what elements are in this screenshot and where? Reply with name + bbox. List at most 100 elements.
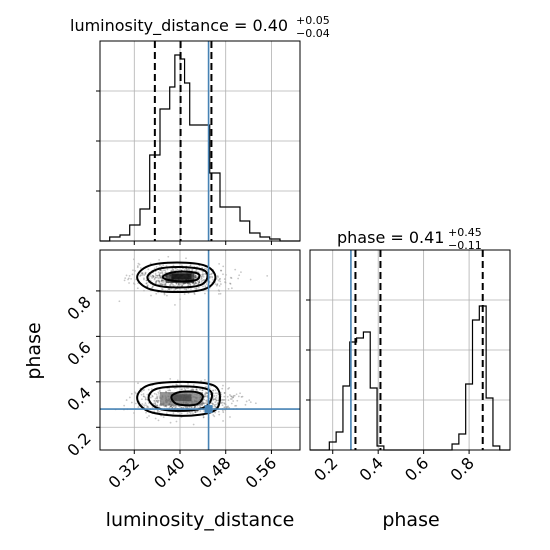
sample-point bbox=[136, 266, 139, 269]
sample-point bbox=[214, 403, 217, 406]
sample-point bbox=[200, 278, 203, 281]
sample-point bbox=[195, 389, 198, 391]
sample-point bbox=[169, 421, 172, 424]
sample-point bbox=[229, 282, 232, 285]
sample-point bbox=[159, 277, 162, 280]
sample-point bbox=[205, 283, 208, 285]
sample-point bbox=[215, 399, 218, 402]
sample-point bbox=[169, 405, 172, 408]
sample-point bbox=[218, 262, 221, 265]
sample-point bbox=[165, 412, 168, 415]
sample-point bbox=[172, 412, 175, 414]
sample-point bbox=[204, 273, 207, 275]
sample-point bbox=[199, 410, 202, 412]
sample-point bbox=[202, 274, 205, 276]
sample-point bbox=[209, 276, 211, 278]
sample-point bbox=[204, 272, 207, 275]
sample-point bbox=[187, 292, 190, 295]
sample-point bbox=[156, 397, 159, 400]
sample-point bbox=[202, 416, 205, 419]
sample-point bbox=[239, 392, 241, 395]
sample-point bbox=[146, 285, 149, 288]
sample-point bbox=[166, 294, 168, 297]
sample-point bbox=[151, 406, 154, 409]
sample-point bbox=[162, 264, 165, 267]
sample-point bbox=[163, 279, 165, 282]
sample-point bbox=[154, 417, 157, 420]
sample-point bbox=[201, 273, 204, 276]
sample-point bbox=[169, 405, 172, 408]
sample-point bbox=[175, 267, 178, 270]
sample-point bbox=[222, 411, 225, 414]
sample-point bbox=[230, 277, 233, 280]
sample-point bbox=[123, 279, 126, 282]
sample-point bbox=[205, 268, 208, 270]
sample-point bbox=[201, 275, 204, 277]
sample-point bbox=[215, 399, 218, 402]
sample-point bbox=[198, 406, 201, 408]
sample-point bbox=[125, 274, 128, 277]
sample-point bbox=[221, 404, 224, 407]
sample-point bbox=[151, 286, 154, 288]
sample-point bbox=[156, 404, 159, 406]
sample-point bbox=[154, 273, 157, 275]
sample-point bbox=[235, 404, 238, 407]
sample-point bbox=[166, 268, 169, 271]
title-phase: phase = 0.41 bbox=[337, 228, 444, 247]
sample-point bbox=[203, 410, 205, 412]
sample-point bbox=[145, 279, 148, 282]
sample-point bbox=[206, 392, 209, 395]
sample-point bbox=[144, 272, 147, 275]
contour-inner bbox=[170, 390, 204, 407]
sample-point bbox=[216, 275, 219, 277]
sample-point bbox=[195, 276, 198, 279]
sample-point bbox=[215, 284, 218, 287]
sample-point bbox=[175, 282, 178, 285]
sample-point bbox=[143, 388, 146, 391]
sample-point bbox=[153, 410, 156, 413]
sample-point bbox=[145, 411, 147, 414]
sample-point bbox=[161, 283, 164, 286]
sample-point bbox=[204, 267, 206, 270]
sample-point bbox=[189, 264, 192, 267]
sample-point bbox=[223, 395, 226, 398]
sample-point bbox=[139, 274, 142, 277]
sample-point bbox=[189, 283, 192, 286]
sample-point bbox=[237, 277, 240, 280]
sample-point bbox=[140, 393, 143, 396]
sample-point bbox=[205, 402, 208, 405]
sample-point bbox=[152, 402, 155, 405]
sample-point bbox=[189, 288, 192, 290]
sample-point bbox=[154, 397, 157, 400]
sample-point bbox=[195, 275, 198, 278]
sample-point bbox=[157, 400, 160, 402]
sample-point bbox=[160, 279, 163, 282]
sample-point bbox=[194, 281, 197, 284]
sample-point bbox=[193, 410, 196, 413]
sample-point bbox=[241, 395, 244, 398]
sample-point bbox=[204, 285, 207, 287]
panel-joint bbox=[96, 249, 301, 454]
sample-point bbox=[217, 276, 219, 278]
sample-point bbox=[202, 272, 204, 275]
sample-point bbox=[182, 282, 185, 285]
sample-point bbox=[223, 402, 226, 405]
sample-point bbox=[192, 412, 194, 415]
x-tick-label-phase: 0.8 bbox=[446, 453, 477, 484]
sample-point bbox=[177, 283, 180, 285]
sample-point bbox=[236, 399, 239, 402]
sample-point bbox=[144, 402, 147, 405]
sample-point bbox=[223, 278, 226, 280]
y-tick-label-phase: 0.8 bbox=[63, 292, 94, 323]
sample-point bbox=[188, 282, 191, 285]
panel-phase-hist bbox=[306, 249, 511, 454]
sample-point bbox=[221, 409, 224, 412]
sample-point bbox=[219, 277, 222, 280]
sample-point bbox=[167, 389, 170, 392]
sample-point bbox=[223, 406, 226, 409]
sample-point bbox=[174, 304, 176, 306]
sample-point bbox=[183, 268, 186, 271]
sample-point bbox=[213, 415, 216, 418]
sample-point bbox=[155, 399, 158, 402]
sample-point bbox=[163, 293, 166, 296]
